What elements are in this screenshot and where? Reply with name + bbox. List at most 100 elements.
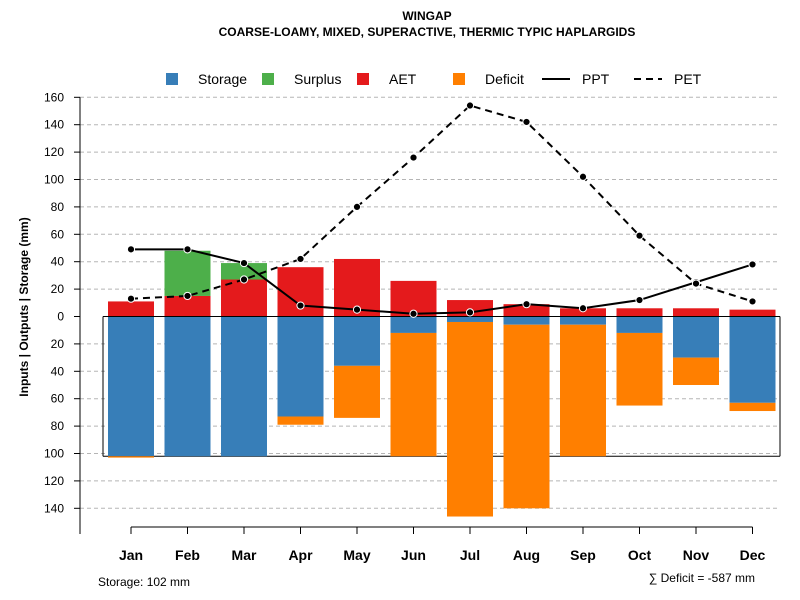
ppt-point-jan <box>126 245 136 254</box>
bar-deficit-may <box>334 365 380 418</box>
legend-swatch <box>262 73 274 85</box>
bar-deficit-jul <box>447 321 493 517</box>
bar-storage-jun <box>390 316 437 333</box>
legend-swatch <box>357 73 369 85</box>
y-tick-label: 0 <box>57 310 64 324</box>
pet-point-mar <box>239 275 249 284</box>
x-tick-label-jun: Jun <box>401 547 426 563</box>
y-tick-label: 160 <box>44 90 64 104</box>
pet-point-oct <box>635 231 644 240</box>
legend-item-surplus: Surplus <box>262 71 341 87</box>
y-tick-label: 140 <box>44 501 64 515</box>
bar-deficit-aug <box>503 324 550 509</box>
pet-line <box>130 104 753 303</box>
bar-deficit-apr <box>277 416 324 425</box>
x-axis: Jan Feb Mar Apr May Jun Jul Aug Sep Oct Nov Dec <box>119 526 766 563</box>
legend-label: Deficit <box>485 71 524 87</box>
pet-point-jun <box>409 153 418 162</box>
bar-deficit-jan <box>108 456 154 458</box>
bar-storage-sep <box>560 316 606 325</box>
bar-deficit-nov <box>673 357 719 385</box>
y-tick-label: 60 <box>51 392 65 406</box>
legend-item-pet: PET <box>634 71 702 87</box>
x-tick-label-dec: Dec <box>740 547 766 563</box>
y-tick-label: 100 <box>44 447 64 461</box>
legend-item-ppt: PPT <box>542 71 610 87</box>
legend-swatch <box>166 73 178 85</box>
ppt-point-apr <box>296 301 305 310</box>
bars <box>102 250 781 517</box>
ppt-point-sep <box>578 304 588 313</box>
legend-item-aet: AET <box>357 71 417 87</box>
ppt-point-dec <box>748 260 757 269</box>
ppt-point-mar <box>239 258 249 268</box>
y-tick-label: 20 <box>51 337 65 351</box>
y-tick-label: 120 <box>44 474 64 488</box>
bar-aet-sep <box>560 308 606 317</box>
bar-storage-may <box>334 316 380 366</box>
bar-deficit-oct <box>616 332 663 406</box>
y-tick-label: 40 <box>51 364 65 378</box>
bar-deficit-jun <box>390 332 437 457</box>
y-tick-label: 140 <box>44 118 64 132</box>
bar-aet-oct <box>616 308 663 317</box>
bar-storage-nov <box>673 316 719 358</box>
pet-point-sep <box>578 172 588 181</box>
ppt-point-aug <box>522 300 531 309</box>
ppt-point-jun <box>409 309 418 318</box>
bar-surplus-mar <box>221 263 267 280</box>
storage-note: Storage: 102 mm <box>98 575 190 589</box>
x-tick-label-jan: Jan <box>119 547 143 563</box>
ppt-point-oct <box>635 295 644 305</box>
x-tick-label-nov: Nov <box>683 547 710 563</box>
pet-point-jan <box>126 294 136 303</box>
bar-aet-mar <box>221 279 267 317</box>
x-tick-label-may: May <box>343 547 370 563</box>
pet-point-aug <box>522 117 531 127</box>
y-tick-label: 60 <box>51 227 65 241</box>
legend-swatch <box>453 73 465 85</box>
bar-aet-dec <box>729 309 776 317</box>
bar-storage-oct <box>616 316 663 333</box>
chart-title: WINGAP <box>402 9 451 23</box>
chart-subtitle: COARSE-LOAMY, MIXED, SUPERACTIVE, THERMI… <box>219 25 636 39</box>
y-axis: 160 140 120 100 80 60 40 20 0 20 40 60 80 100 120 140 <box>44 90 81 534</box>
legend: Storage Surplus AET Deficit PPT PET <box>166 71 702 87</box>
legend-item-deficit: Deficit <box>453 71 524 87</box>
bar-storage-jul <box>447 316 493 322</box>
bar-surplus-feb <box>164 250 211 296</box>
y-tick-label: 40 <box>51 255 65 269</box>
y-tick-label: 100 <box>44 173 64 187</box>
x-tick-label-aug: Aug <box>513 547 540 563</box>
ppt-point-may <box>352 305 362 314</box>
legend-label: PET <box>674 71 702 87</box>
legend-item-storage: Storage <box>166 71 247 87</box>
legend-label: AET <box>389 71 417 87</box>
bar-aet-aug <box>503 304 550 317</box>
legend-label: PPT <box>582 71 610 87</box>
y-tick-label: 120 <box>44 145 64 159</box>
x-tick-label-oct: Oct <box>628 547 652 563</box>
legend-label: Storage <box>198 71 247 87</box>
pet-point-jul <box>465 101 475 110</box>
pet-point-feb <box>183 291 192 301</box>
bar-storage-dec <box>729 316 776 403</box>
ppt-point-jul <box>465 308 475 317</box>
y-axis-title: Inputs | Outputs | Storage (mm) <box>17 217 31 396</box>
x-tick-label-jul: Jul <box>460 547 480 563</box>
bar-deficit-sep <box>560 324 606 457</box>
pet-point-may <box>352 202 362 211</box>
pet-point-nov <box>691 279 701 288</box>
bar-storage-apr <box>277 316 324 417</box>
bar-aet-nov <box>673 308 719 317</box>
bar-storage-aug <box>503 316 550 325</box>
y-tick-label: 80 <box>51 200 65 214</box>
bar-aet-jan <box>108 301 154 317</box>
x-tick-label-mar: Mar <box>232 547 257 563</box>
lines <box>126 101 757 318</box>
bar-storage-feb <box>164 316 211 457</box>
y-tick-label: 20 <box>51 282 65 296</box>
legend-label: Surplus <box>294 71 341 87</box>
x-tick-label-feb: Feb <box>175 547 200 563</box>
